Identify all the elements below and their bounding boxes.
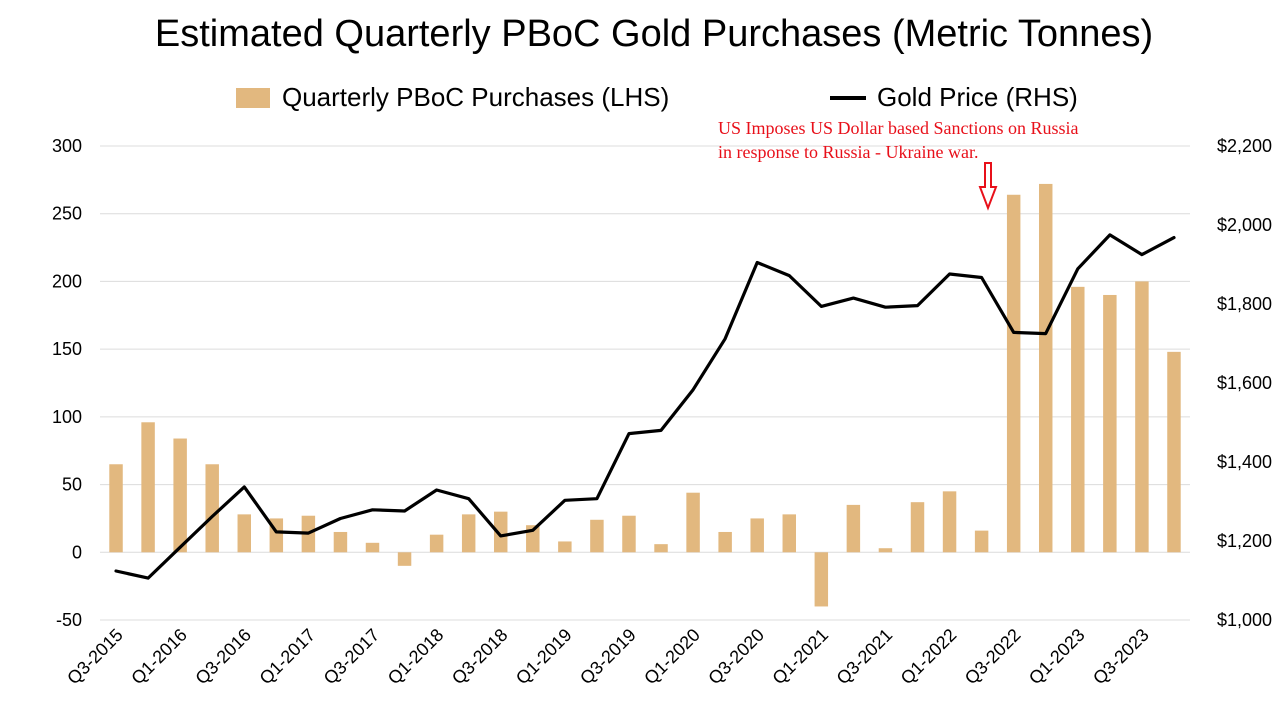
gold-price-line — [114, 233, 1176, 580]
bar-Q3-2016 — [237, 514, 251, 553]
x-tick-label: Q1-2019 — [512, 625, 576, 689]
bar-Q4-2021 — [910, 502, 925, 553]
x-axis: Q3-2015 Q1-2016 Q3-2016 Q1-2017 Q3-2017 Q1-20… — [63, 625, 1153, 689]
bar-Q4-2017 — [397, 552, 412, 566]
chart-title: Estimated Quarterly PBoC Gold Purchases … — [155, 13, 1153, 55]
bar-Q3-2018 — [494, 511, 508, 553]
annotation-line-2: in response to Russia - Ukraine war. — [718, 142, 978, 162]
bar-Q4-2015 — [141, 422, 155, 553]
y-right-tick-label: $2,000 — [1217, 215, 1272, 235]
bar-Q1-2023 — [1071, 286, 1085, 553]
y-left-tick-label: 200 — [52, 271, 82, 291]
y-right-tick-label: $1,400 — [1217, 452, 1272, 472]
bar-Q2-2018 — [461, 514, 476, 553]
y-left-tick-label: 300 — [52, 136, 82, 156]
y-right-tick-label: $2,200 — [1217, 136, 1272, 156]
bar-Q3-2022 — [1006, 194, 1021, 553]
bar-Q3-2015 — [109, 464, 123, 553]
bar-Q1-2022 — [942, 491, 957, 553]
x-tick-label: Q1-2018 — [384, 625, 448, 689]
legend-bar-swatch — [236, 88, 270, 108]
x-tick-label: Q1-2017 — [256, 625, 320, 689]
bar-Q1-2020 — [686, 492, 700, 553]
bar-Q2-2021 — [846, 504, 861, 553]
bar-Q3-2019 — [622, 515, 636, 553]
legend-line-label: Gold Price (RHS) — [877, 82, 1078, 112]
x-tick-label: Q3-2017 — [320, 625, 384, 689]
x-tick-label: Q3-2023 — [1089, 625, 1153, 689]
bar-Q2-2016 — [205, 464, 219, 553]
annotation-line-1: US Imposes US Dollar based Sanctions on … — [718, 118, 1078, 138]
annotation: US Imposes US Dollar based Sanctions on … — [718, 118, 1078, 211]
x-tick-label: Q1-2021 — [768, 625, 832, 689]
x-tick-label: Q3-2019 — [576, 625, 640, 689]
bar-Q2-2017 — [333, 531, 348, 553]
bar-Q4-2019 — [654, 544, 668, 553]
x-tick-label: Q3-2020 — [704, 625, 768, 689]
x-tick-label: Q1-2020 — [640, 625, 704, 689]
y-axis-left: -50 0 50 100 150 200 250 300 — [52, 136, 82, 630]
bar-Q3-2020 — [750, 518, 764, 553]
y-right-tick-label: $1,200 — [1217, 531, 1272, 551]
bar-Q1-2018 — [429, 534, 444, 553]
bar-Q2-2022 — [974, 530, 989, 553]
gridlines — [100, 145, 1190, 621]
x-tick-label: Q3-2015 — [63, 625, 127, 689]
x-tick-label: Q1-2023 — [1025, 625, 1089, 689]
x-tick-label: Q3-2018 — [448, 625, 512, 689]
y-left-tick-label: 50 — [62, 475, 82, 495]
bar-Q4-2020 — [782, 514, 796, 553]
x-tick-label: Q3-2016 — [191, 625, 255, 689]
bar-Q3-2017 — [365, 542, 380, 553]
bar-Q4-2023 — [1167, 351, 1181, 553]
legend: Quarterly PBoC Purchases (LHS) Gold Pric… — [236, 82, 1078, 112]
y-right-tick-label: $1,600 — [1217, 373, 1272, 393]
bar-Q3-2021 — [878, 548, 893, 553]
y-left-tick-label: 100 — [52, 407, 82, 427]
x-tick-label: Q3-2021 — [833, 625, 897, 689]
bar-Q4-2022 — [1039, 183, 1053, 553]
y-left-tick-label: -50 — [56, 610, 82, 630]
bar-Q1-2021 — [814, 552, 829, 607]
y-left-tick-label: 250 — [52, 204, 82, 224]
x-tick-label: Q3-2022 — [961, 625, 1025, 689]
y-right-tick-label: $1,000 — [1217, 610, 1272, 630]
gold-price-polyline — [114, 233, 1176, 580]
bar-Q3-2023 — [1135, 281, 1149, 553]
y-right-tick-label: $1,800 — [1217, 294, 1272, 314]
annotation-arrow-icon — [978, 162, 998, 211]
y-left-tick-label: 150 — [52, 339, 82, 359]
legend-bar-label: Quarterly PBoC Purchases (LHS) — [282, 82, 669, 112]
x-tick-label: Q1-2016 — [127, 625, 191, 689]
bar-Q1-2019 — [558, 541, 572, 553]
bar-Q2-2023 — [1103, 294, 1117, 553]
bar-Q1-2016 — [173, 438, 187, 553]
y-axis-right: $1,000 $1,200 $1,400 $1,600 $1,800 $2,000 $2,2… — [1217, 136, 1272, 630]
y-left-tick-label: 0 — [72, 542, 82, 562]
bars — [109, 183, 1181, 607]
x-tick-label: Q1-2022 — [897, 625, 961, 689]
bar-Q2-2019 — [590, 519, 604, 553]
bar-Q2-2020 — [718, 531, 732, 553]
